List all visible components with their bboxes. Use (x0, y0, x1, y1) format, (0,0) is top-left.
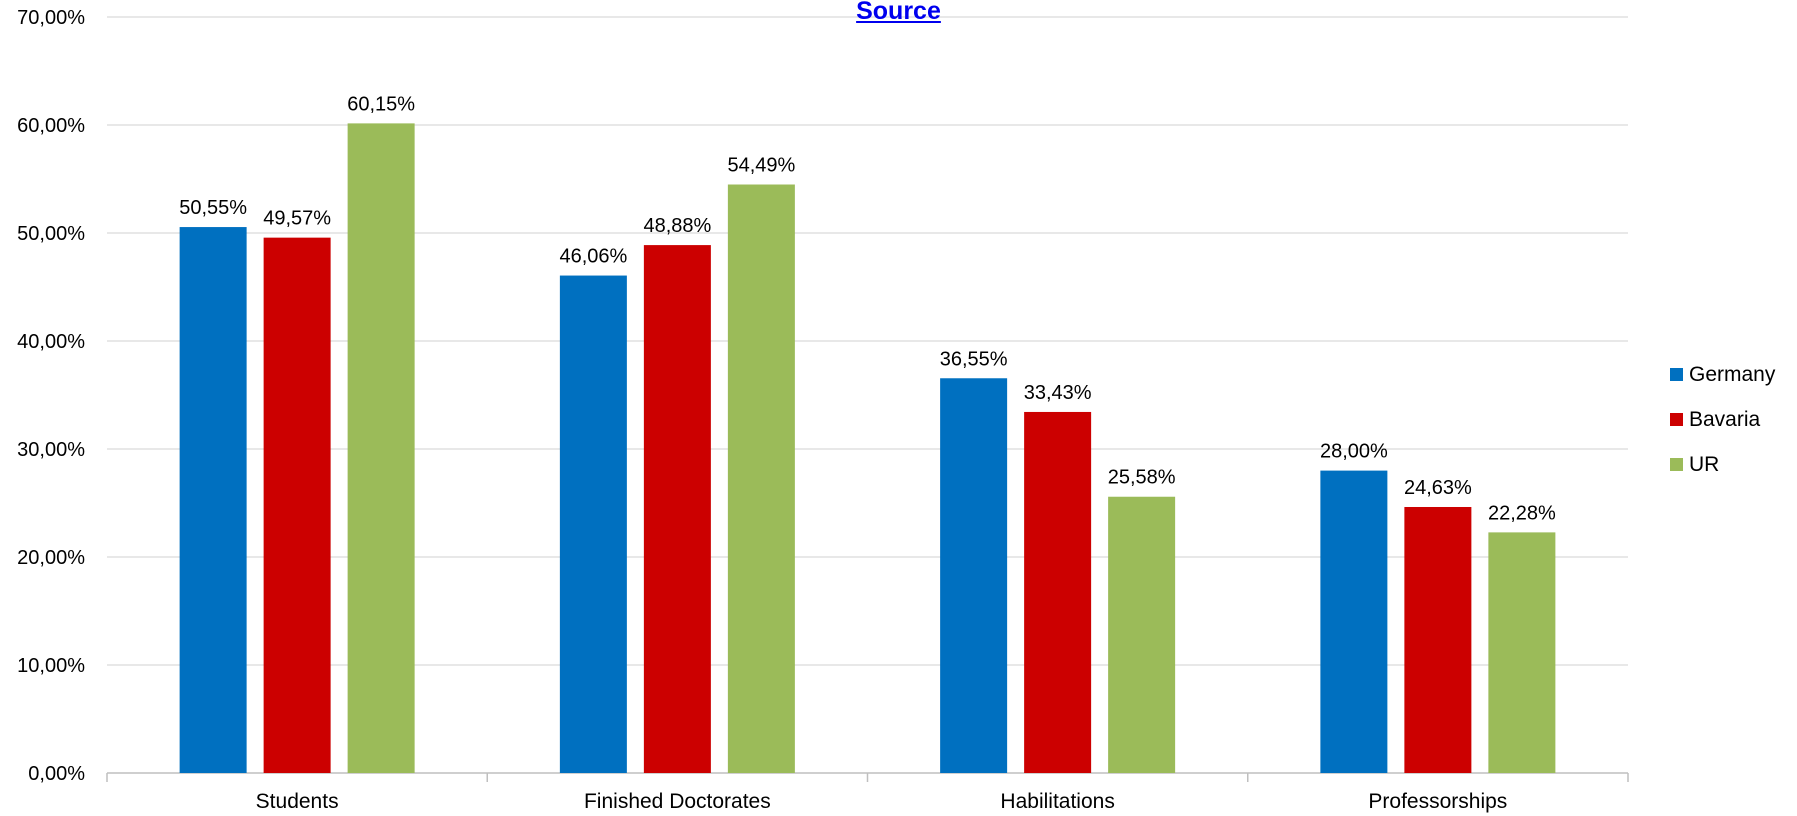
legend-label: Germany (1689, 362, 1776, 386)
data-label: 24,63% (1404, 477, 1472, 499)
bar-bavaria (643, 245, 711, 773)
bar-germany (940, 378, 1008, 773)
legend: Germany Bavaria UR (1670, 352, 1775, 487)
data-label: 54,49% (727, 155, 795, 177)
bar-ur (347, 123, 415, 773)
bar-germany (179, 227, 247, 773)
y-tick-label: 40,00% (17, 331, 85, 353)
data-label: 22,28% (1488, 502, 1556, 524)
source-link-container: Source (0, 0, 1797, 26)
x-tick-label: Students (256, 790, 339, 813)
legend-swatch (1670, 458, 1683, 471)
y-tick-label: 20,00% (17, 547, 85, 569)
data-label: 50,55% (179, 197, 247, 219)
data-label: 33,43% (1024, 382, 1092, 404)
bar-ur (1488, 532, 1556, 773)
y-tick-label: 10,00% (17, 655, 85, 677)
legend-item-ur: UR (1670, 442, 1775, 487)
bar-bavaria (1024, 411, 1092, 773)
y-tick-label: 60,00% (17, 115, 85, 137)
bar-ur (727, 184, 795, 773)
legend-swatch (1670, 413, 1683, 426)
data-label: 60,15% (347, 93, 415, 115)
x-tick-label: Habilitations (1000, 790, 1114, 813)
y-tick-label: 30,00% (17, 439, 85, 461)
data-label: 36,55% (940, 348, 1008, 370)
bar-germany (1320, 470, 1388, 773)
data-label: 46,06% (559, 246, 627, 268)
data-label: 25,58% (1108, 467, 1176, 489)
source-link[interactable]: Source (856, 0, 941, 25)
y-tick-label: 0,00% (28, 763, 85, 785)
legend-label: Bavaria (1689, 407, 1761, 431)
bar-bavaria (263, 237, 331, 774)
data-label: 49,57% (263, 208, 331, 230)
legend-label: UR (1689, 452, 1720, 476)
y-tick-label: 50,00% (17, 223, 85, 245)
legend-item-bavaria: Bavaria (1670, 397, 1775, 442)
bar-bavaria (1404, 506, 1472, 773)
y-tick-label: 70,00% (17, 7, 85, 29)
data-label: 48,88% (643, 215, 711, 237)
x-tick-label: Professorships (1368, 790, 1507, 813)
bar-ur (1108, 496, 1176, 773)
x-tick-label: Finished Doctorates (584, 790, 771, 813)
data-label: 28,00% (1320, 441, 1388, 463)
legend-item-germany: Germany (1670, 352, 1775, 397)
bar-germany (559, 275, 627, 773)
legend-swatch (1670, 368, 1683, 381)
